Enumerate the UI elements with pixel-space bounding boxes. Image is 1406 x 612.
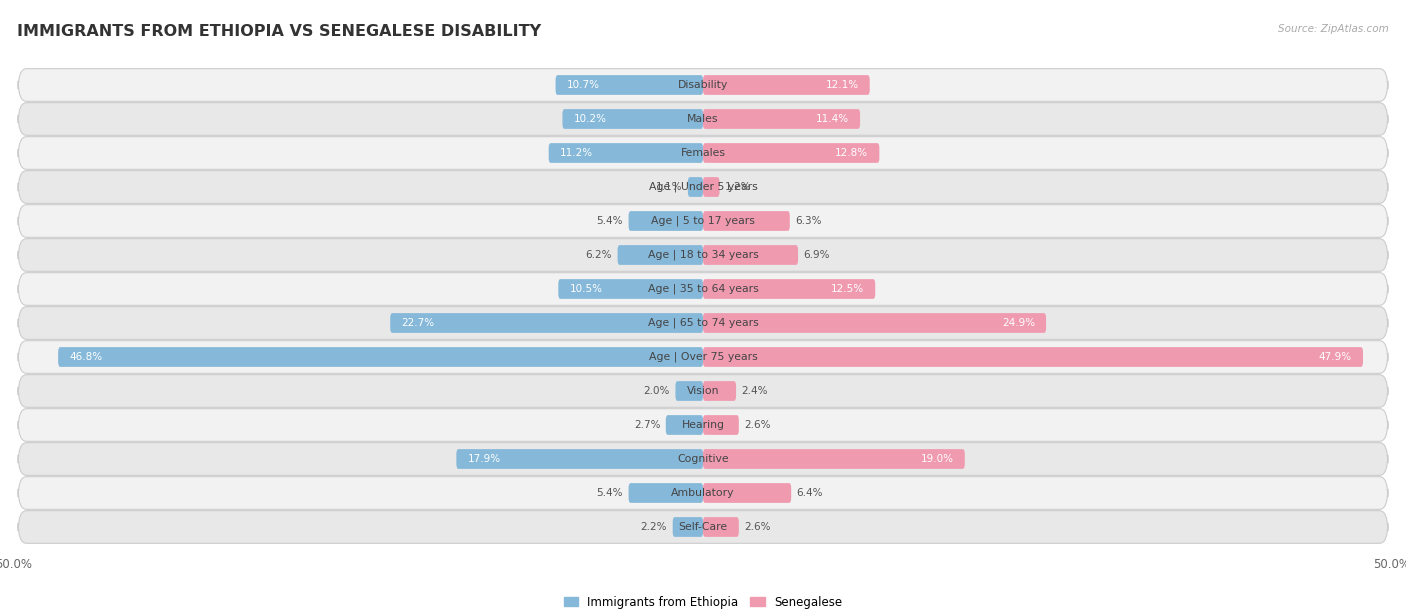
Text: Females: Females (681, 148, 725, 158)
Text: Males: Males (688, 114, 718, 124)
Text: 5.4%: 5.4% (596, 216, 623, 226)
FancyBboxPatch shape (703, 143, 879, 163)
Text: 17.9%: 17.9% (467, 454, 501, 464)
Text: 2.7%: 2.7% (634, 420, 661, 430)
Text: Source: ZipAtlas.com: Source: ZipAtlas.com (1278, 24, 1389, 34)
FancyBboxPatch shape (703, 483, 792, 503)
Text: 6.4%: 6.4% (797, 488, 823, 498)
FancyBboxPatch shape (703, 313, 1046, 333)
FancyBboxPatch shape (18, 375, 1388, 408)
Text: 1.1%: 1.1% (655, 182, 682, 192)
FancyBboxPatch shape (18, 341, 1388, 373)
FancyBboxPatch shape (688, 177, 703, 197)
FancyBboxPatch shape (675, 381, 703, 401)
FancyBboxPatch shape (18, 171, 1388, 203)
FancyBboxPatch shape (558, 279, 703, 299)
Text: 6.2%: 6.2% (585, 250, 612, 260)
Text: 10.5%: 10.5% (569, 284, 602, 294)
FancyBboxPatch shape (391, 313, 703, 333)
Text: 12.5%: 12.5% (831, 284, 865, 294)
Text: Ambulatory: Ambulatory (671, 488, 735, 498)
Text: Age | Over 75 years: Age | Over 75 years (648, 352, 758, 362)
Text: 47.9%: 47.9% (1319, 352, 1353, 362)
FancyBboxPatch shape (18, 239, 1388, 271)
FancyBboxPatch shape (703, 245, 799, 265)
FancyBboxPatch shape (703, 75, 870, 95)
FancyBboxPatch shape (457, 449, 703, 469)
Text: 12.8%: 12.8% (835, 148, 869, 158)
Text: 6.9%: 6.9% (804, 250, 830, 260)
Text: 11.2%: 11.2% (560, 148, 593, 158)
Text: 5.4%: 5.4% (596, 488, 623, 498)
FancyBboxPatch shape (18, 204, 1388, 237)
FancyBboxPatch shape (18, 477, 1388, 509)
Text: 2.2%: 2.2% (641, 522, 668, 532)
FancyBboxPatch shape (617, 245, 703, 265)
FancyBboxPatch shape (562, 109, 703, 129)
Text: 46.8%: 46.8% (69, 352, 103, 362)
FancyBboxPatch shape (18, 307, 1388, 339)
FancyBboxPatch shape (703, 279, 875, 299)
Text: Disability: Disability (678, 80, 728, 90)
FancyBboxPatch shape (18, 409, 1388, 441)
FancyBboxPatch shape (703, 177, 720, 197)
Text: Age | Under 5 years: Age | Under 5 years (648, 182, 758, 192)
Text: 2.6%: 2.6% (744, 420, 770, 430)
FancyBboxPatch shape (58, 347, 703, 367)
FancyBboxPatch shape (628, 483, 703, 503)
Text: 10.7%: 10.7% (567, 80, 599, 90)
FancyBboxPatch shape (703, 109, 860, 129)
Legend: Immigrants from Ethiopia, Senegalese: Immigrants from Ethiopia, Senegalese (564, 595, 842, 608)
Text: 10.2%: 10.2% (574, 114, 606, 124)
Text: 11.4%: 11.4% (815, 114, 849, 124)
Text: Age | 5 to 17 years: Age | 5 to 17 years (651, 216, 755, 226)
FancyBboxPatch shape (628, 211, 703, 231)
FancyBboxPatch shape (555, 75, 703, 95)
FancyBboxPatch shape (703, 517, 738, 537)
Text: 1.2%: 1.2% (725, 182, 752, 192)
FancyBboxPatch shape (18, 510, 1388, 543)
FancyBboxPatch shape (703, 381, 737, 401)
Text: Vision: Vision (686, 386, 720, 396)
Text: Age | 35 to 64 years: Age | 35 to 64 years (648, 284, 758, 294)
Text: 2.4%: 2.4% (741, 386, 768, 396)
Text: 22.7%: 22.7% (401, 318, 434, 328)
Text: 24.9%: 24.9% (1002, 318, 1035, 328)
Text: 19.0%: 19.0% (921, 454, 953, 464)
Text: IMMIGRANTS FROM ETHIOPIA VS SENEGALESE DISABILITY: IMMIGRANTS FROM ETHIOPIA VS SENEGALESE D… (17, 24, 541, 40)
Text: Age | 18 to 34 years: Age | 18 to 34 years (648, 250, 758, 260)
Text: 6.3%: 6.3% (796, 216, 823, 226)
FancyBboxPatch shape (18, 273, 1388, 305)
FancyBboxPatch shape (666, 415, 703, 435)
Text: 2.0%: 2.0% (644, 386, 669, 396)
FancyBboxPatch shape (672, 517, 703, 537)
Text: 12.1%: 12.1% (825, 80, 859, 90)
Text: Age | 65 to 74 years: Age | 65 to 74 years (648, 318, 758, 328)
FancyBboxPatch shape (18, 136, 1388, 170)
FancyBboxPatch shape (703, 211, 790, 231)
FancyBboxPatch shape (18, 442, 1388, 476)
Text: Cognitive: Cognitive (678, 454, 728, 464)
Text: 2.6%: 2.6% (744, 522, 770, 532)
FancyBboxPatch shape (703, 415, 738, 435)
FancyBboxPatch shape (18, 103, 1388, 135)
FancyBboxPatch shape (18, 69, 1388, 102)
FancyBboxPatch shape (703, 347, 1362, 367)
Text: Hearing: Hearing (682, 420, 724, 430)
FancyBboxPatch shape (703, 449, 965, 469)
FancyBboxPatch shape (548, 143, 703, 163)
Text: Self-Care: Self-Care (679, 522, 727, 532)
